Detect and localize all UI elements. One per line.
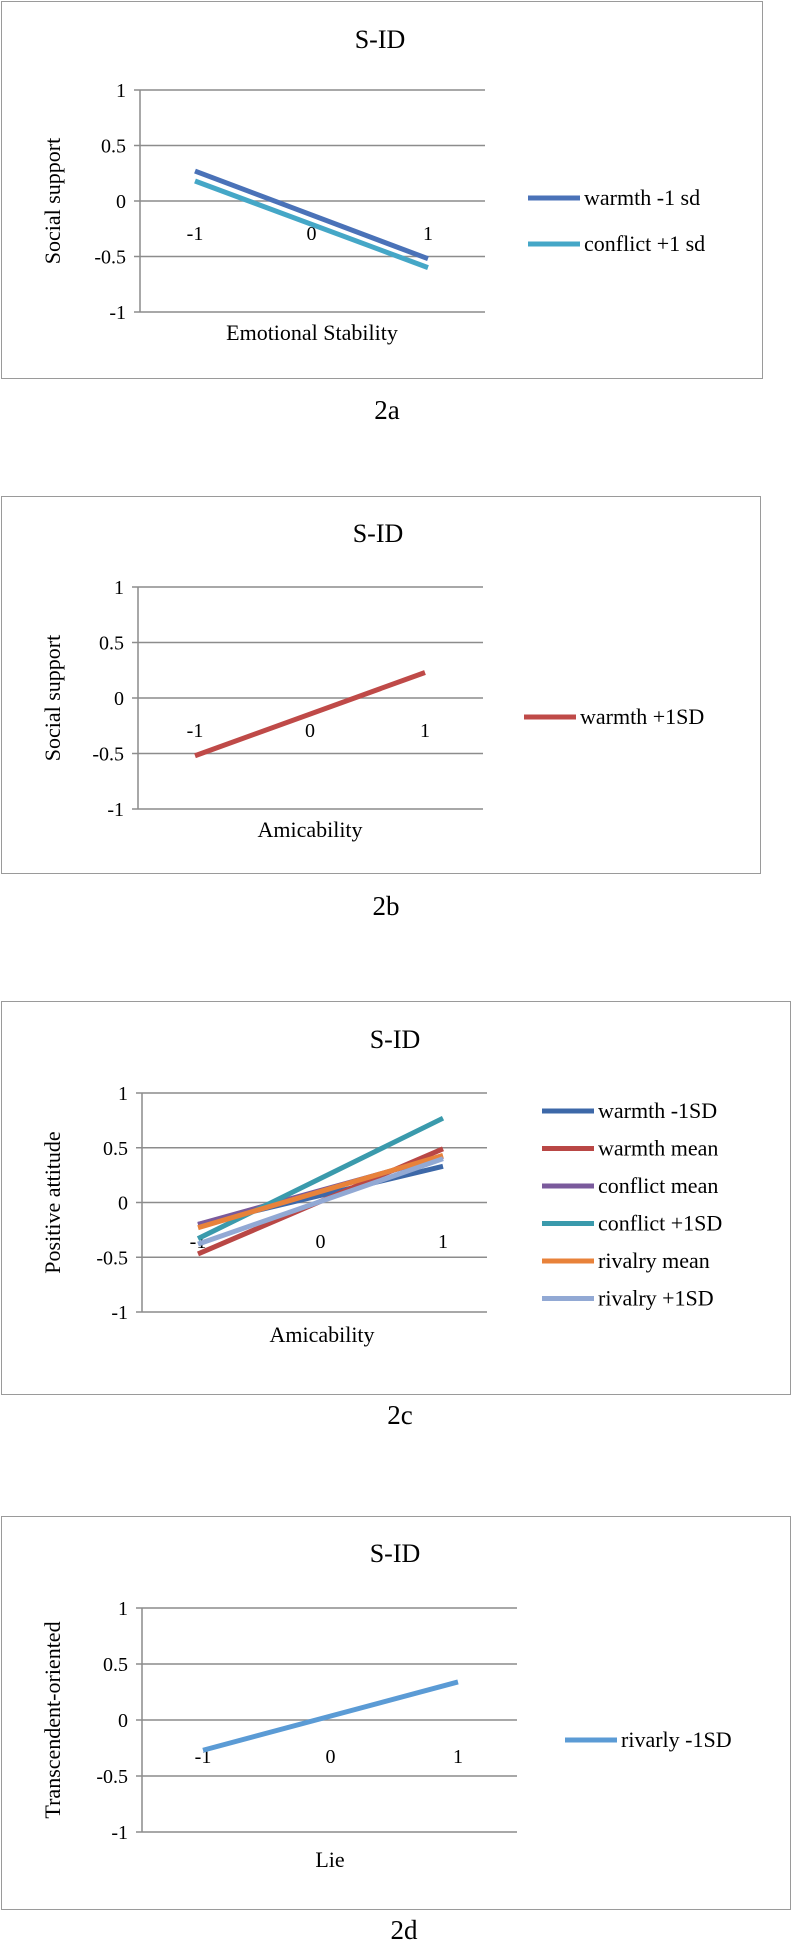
y-axis-label: Transcendent-oriented [40, 1621, 65, 1818]
legend-entry-label: conflict +1 sd [584, 231, 705, 256]
y-tick-label: -0.5 [92, 744, 124, 766]
x-tick-label: 1 [423, 223, 433, 245]
y-tick-label: -1 [111, 1822, 128, 1844]
y-tick-label: 0.5 [99, 633, 124, 655]
series-line-1 [194, 168, 429, 262]
legend-entry-label: warmth -1 sd [584, 185, 700, 210]
legend-entry-label: warmth -1SD [598, 1098, 717, 1123]
legend-entry-label: rivalry mean [598, 1248, 710, 1273]
x-axis-label: Emotional Stability [226, 320, 398, 345]
x-tick-label: 0 [316, 1231, 326, 1253]
legend-entry-label: rivalry +1SD [598, 1286, 714, 1311]
series-line-1 [194, 670, 426, 759]
y-tick-label: -1 [109, 302, 126, 324]
series-line-4 [196, 1115, 445, 1241]
x-tick-label: -1 [187, 720, 204, 742]
y-tick-label: 0.5 [101, 136, 126, 158]
figure-caption-2c: 2c [387, 1400, 413, 1430]
x-tick-label: 0 [305, 720, 315, 742]
chart-panel-2b: S-ID 1 0.5 0 -0.5 -1 -1 0 1 Amicability Social sup… [0, 495, 800, 935]
y-tick-label: -0.5 [94, 247, 126, 269]
x-tick-label: 1 [453, 1746, 463, 1768]
legend-entry-label: warmth mean [598, 1136, 718, 1161]
line-chart-2a: S-ID 1 0.5 0 -0.5 -1 -1 0 1 Emotional Stability So… [40, 25, 705, 345]
legend-entry-label: rivarly -1SD [621, 1727, 732, 1752]
x-tick-label: 1 [420, 720, 430, 742]
y-axis-label: Positive attitude [40, 1131, 65, 1273]
chart-frame [1, 1, 763, 379]
series-line-5 [197, 1153, 444, 1231]
y-axis-label: Social support [40, 635, 65, 762]
y-tick-label: -1 [107, 799, 124, 821]
x-axis-label: Lie [315, 1847, 344, 1872]
line-chart-2b: S-ID 1 0.5 0 -0.5 -1 -1 0 1 Amicability Social sup… [40, 519, 704, 842]
chart-title: S-ID [370, 1025, 421, 1054]
legend-entry-label: conflict mean [598, 1173, 718, 1198]
chart-title: S-ID [355, 25, 406, 54]
legend-entry-label: warmth +1SD [580, 704, 704, 729]
y-tick-label: 0 [114, 688, 124, 710]
legend-entry-label: conflict +1SD [598, 1211, 722, 1236]
y-tick-label: 0 [118, 1193, 128, 1215]
chart-title: S-ID [353, 519, 404, 548]
series-line-1 [202, 1679, 459, 1753]
chart-frame [1, 1001, 791, 1395]
y-tick-label: 1 [114, 577, 124, 599]
chart-frame [1, 1516, 791, 1910]
chart-title: S-ID [370, 1539, 421, 1568]
x-axis-label: Amicability [257, 817, 362, 842]
figure-caption-2d: 2d [390, 1915, 418, 1945]
x-tick-label: -1 [187, 223, 204, 245]
x-tick-label: 1 [438, 1231, 448, 1253]
y-tick-label: 1 [118, 1083, 128, 1105]
x-tick-label: 0 [307, 223, 317, 245]
y-tick-label: 0.5 [103, 1654, 128, 1676]
y-tick-label: 0 [116, 191, 126, 213]
series-line-2 [194, 178, 429, 270]
y-tick-label: -0.5 [96, 1766, 128, 1788]
y-tick-label: -1 [111, 1302, 128, 1324]
chart-panel-2c: S-ID 1 0.5 0 -0.5 -1 -1 0 1 Amicability Positive a… [0, 1000, 800, 1440]
figure-caption-2a: 2a [374, 395, 400, 425]
y-tick-label: 0 [118, 1710, 128, 1732]
x-tick-label: 0 [326, 1746, 336, 1768]
chart-panel-2a: S-ID 1 0.5 0 -0.5 -1 -1 0 1 Emotional Stability So… [0, 0, 800, 425]
y-axis-label: Social support [40, 138, 65, 265]
figure-caption-2b: 2b [372, 891, 400, 921]
x-axis-label: Amicability [269, 1322, 374, 1347]
y-tick-label: -0.5 [96, 1247, 128, 1269]
chart-frame [1, 496, 761, 874]
y-tick-label: 1 [116, 80, 126, 102]
chart-panel-2d: S-ID 1 0.5 0 -0.5 -1 -1 0 1 Lie Transcendent-orien… [0, 1515, 800, 1958]
y-tick-label: 1 [118, 1598, 128, 1620]
y-tick-label: 0.5 [103, 1138, 128, 1160]
series-line-6 [197, 1156, 444, 1247]
